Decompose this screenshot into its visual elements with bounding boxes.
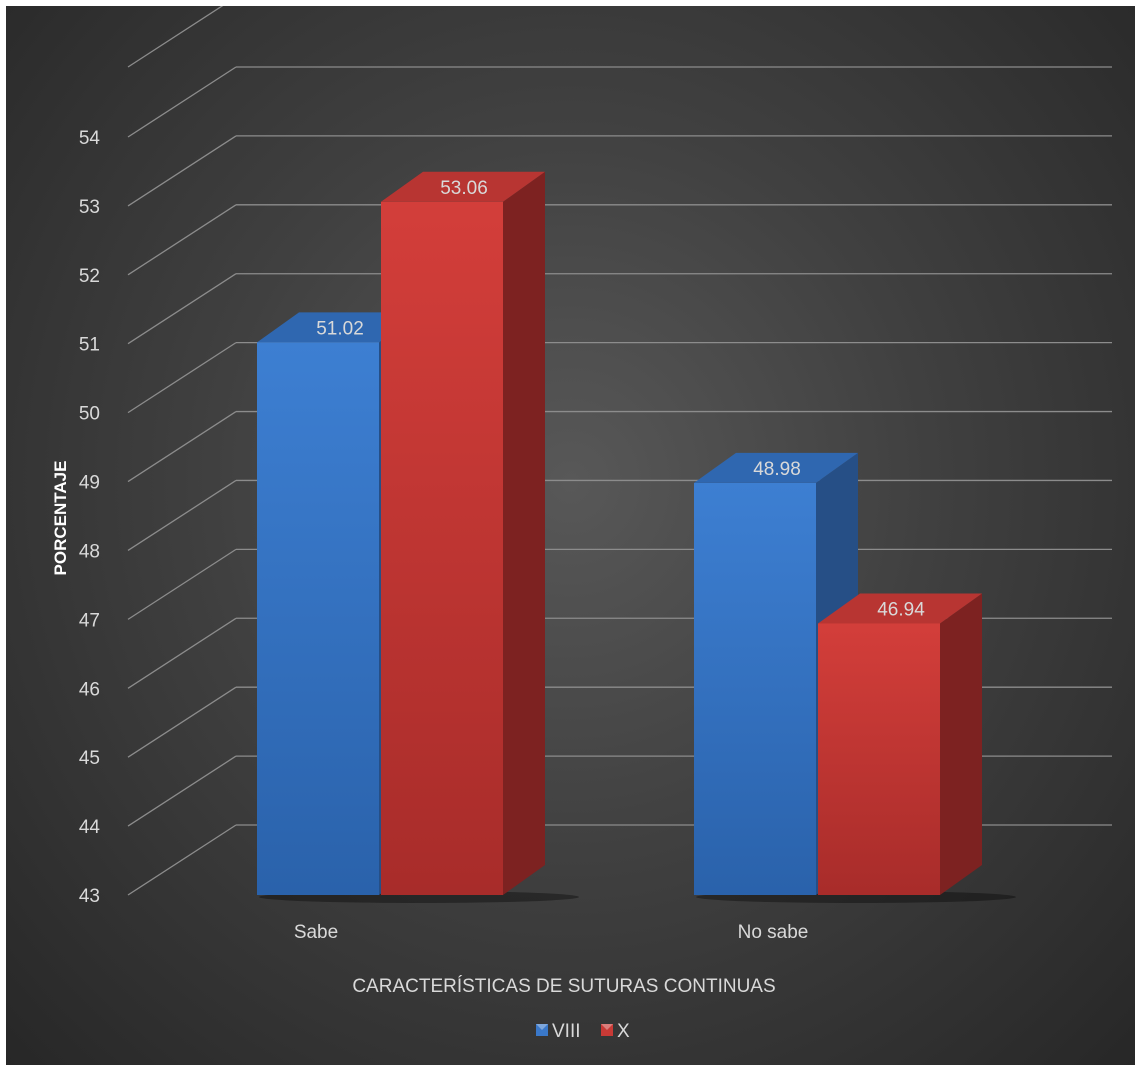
- x-tick-label: Sabe: [294, 922, 338, 943]
- bar-top-X-No sabe: [818, 593, 982, 624]
- gridline-side: [127, 755, 237, 827]
- gridline-side: [127, 204, 237, 276]
- gridline-side: [127, 617, 237, 689]
- legend-swatch-VIII: [536, 1024, 548, 1036]
- data-label: 48.98: [753, 459, 801, 480]
- y-tick-label: 48: [79, 541, 100, 562]
- gridline-side: [127, 548, 237, 620]
- bar-top-X-Sabe: [381, 171, 545, 202]
- bar-top-VIII-Sabe: [257, 312, 421, 343]
- bar-side-X-No sabe: [940, 593, 982, 895]
- gridline-side: [127, 6, 224, 68]
- legend-swatch-highlight: [601, 1024, 613, 1030]
- y-tick-label: 46: [79, 679, 100, 700]
- gridline-side: [127, 410, 237, 483]
- gridline-side: [127, 479, 237, 551]
- data-label: 53.06: [440, 178, 488, 199]
- legend-swatch-highlight: [536, 1024, 548, 1030]
- legend-label-X: X: [617, 1021, 630, 1042]
- bar-chart: 51.02 53.06 48.98 46.94 43 44 45 46 47 48 49 50 51 5…: [51, 6, 1112, 1042]
- gridline-side: [127, 342, 237, 414]
- y-tick-label: 44: [79, 817, 101, 838]
- x-tick-label: No sabe: [738, 922, 809, 943]
- legend-swatch-X: [601, 1024, 613, 1036]
- bar-X-Sabe: [381, 201, 503, 896]
- y-tick-label: 47: [79, 610, 100, 631]
- chart-area: 51.02 53.06 48.98 46.94 43 44 45 46 47 48 49 50 51 5…: [6, 6, 1135, 1065]
- y-tick-label: 50: [79, 404, 100, 425]
- gridline-side: [127, 135, 237, 207]
- x-axis-title: CARACTERÍSTICAS DE SUTURAS CONTINUAS: [352, 976, 775, 997]
- bar-VIII-Sabe: [257, 342, 379, 895]
- legend-label-VIII: VIII: [552, 1021, 581, 1042]
- gridline-side: [127, 66, 237, 138]
- y-tick-label: 54: [79, 128, 101, 149]
- bar-top-VIII-No sabe: [694, 452, 858, 483]
- y-tick-label: 53: [79, 197, 100, 218]
- y-tick-label: 51: [79, 335, 100, 356]
- y-tick-label: 52: [79, 266, 100, 287]
- gridline-side: [127, 686, 237, 758]
- gridline-side: [127, 824, 237, 896]
- y-axis-title: PORCENTAJE: [51, 461, 70, 576]
- data-label: 46.94: [877, 599, 925, 620]
- bar-side-X-Sabe: [503, 171, 545, 896]
- bar-X-No sabe: [818, 623, 940, 895]
- gridline-side: [127, 273, 237, 345]
- y-tick-label: 43: [79, 886, 100, 907]
- bar-VIII-No sabe: [694, 482, 816, 895]
- y-tick-label: 45: [79, 748, 100, 769]
- data-label: 51.02: [316, 318, 364, 339]
- y-tick-label: 49: [79, 473, 100, 494]
